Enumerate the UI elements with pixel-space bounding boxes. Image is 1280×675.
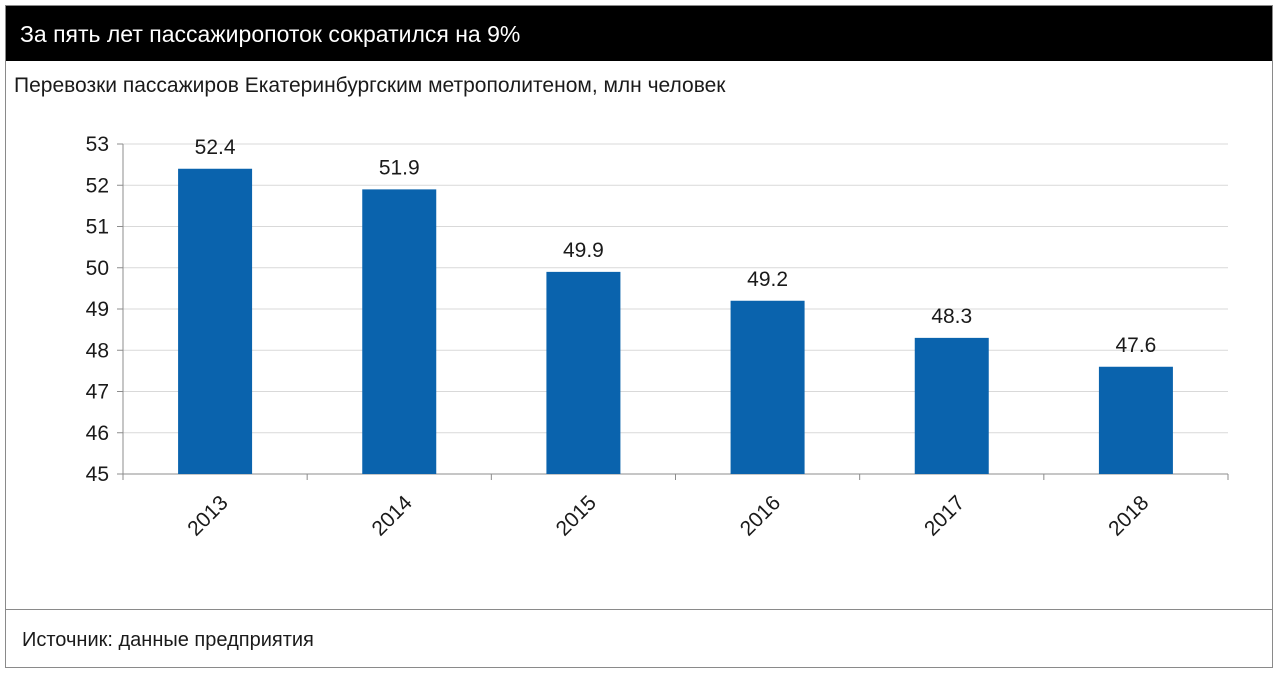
category-label-2018: 2018 (1104, 491, 1153, 540)
value-label-2018: 47.6 (1115, 334, 1156, 357)
gridlines (123, 143, 1228, 434)
bar-2014 (362, 189, 437, 474)
category-label-2016: 2016 (736, 491, 785, 540)
bar-2018 (1098, 366, 1173, 474)
y-tick-label: 47 (86, 381, 109, 404)
chart-frame: За пять лет пассажиропоток сократился на… (5, 5, 1273, 668)
footer-divider (6, 609, 1272, 610)
category-label-2014: 2014 (367, 491, 417, 541)
y-tick-label: 53 (86, 133, 109, 156)
y-tick-label: 46 (86, 422, 109, 445)
bar-2015 (546, 271, 621, 474)
chart-subtitle: Перевозки пассажиров Екатеринбургским ме… (14, 74, 726, 97)
value-label-2013: 52.4 (195, 136, 236, 159)
bar-2016 (730, 300, 805, 474)
source-note: Источник: данные предприятия (22, 629, 314, 651)
header-bar: За пять лет пассажиропоток сократился на… (6, 6, 1272, 61)
bar-2013 (178, 168, 253, 474)
y-tick-label: 49 (86, 298, 109, 321)
y-tick-label: 50 (86, 257, 109, 280)
value-label-2015: 49.9 (563, 239, 604, 262)
category-label-2013: 2013 (183, 491, 232, 540)
value-label-2017: 48.3 (931, 305, 972, 328)
category-label-2017: 2017 (920, 491, 969, 540)
bar-chart: 45 46 47 48 49 50 51 52 53 52.4 2013 51.9 2014 49.9 20… (86, 133, 1229, 541)
bar-2017 (914, 337, 989, 474)
value-label-2014: 51.9 (379, 156, 420, 179)
category-label-2015: 2015 (552, 491, 601, 540)
y-tick-label: 48 (86, 339, 109, 362)
bars (178, 168, 1173, 474)
y-tick-label: 52 (86, 174, 109, 197)
y-tick-label: 51 (86, 216, 109, 239)
y-tick-label: 45 (86, 463, 109, 486)
chart-title: За пять лет пассажиропоток сократился на… (20, 21, 521, 47)
value-label-2016: 49.2 (747, 268, 788, 291)
axes (117, 143, 1229, 480)
